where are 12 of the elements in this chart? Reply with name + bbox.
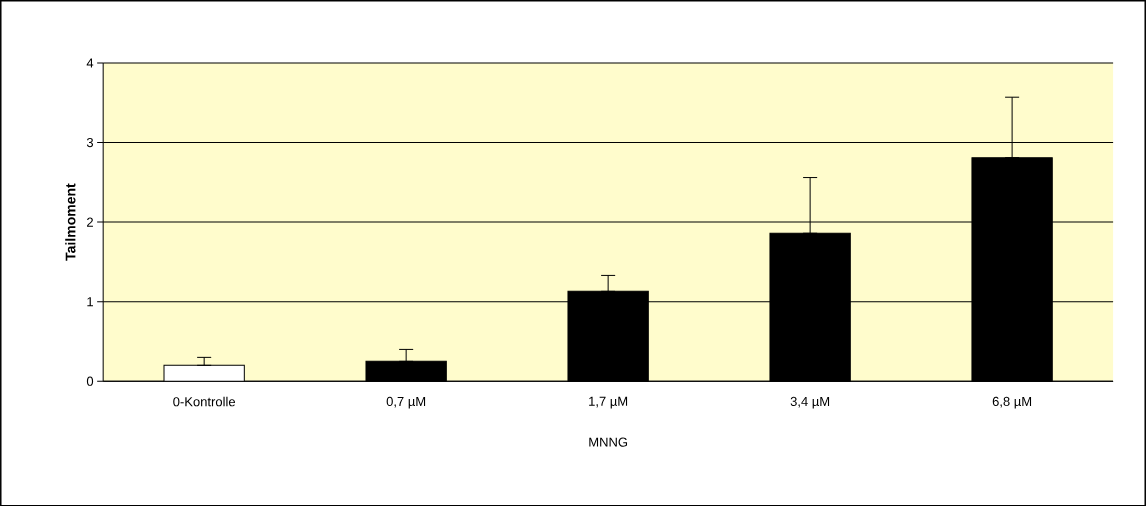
y-tick-label: 1 — [87, 296, 93, 306]
x-tick-label: 1,7 µM — [589, 396, 628, 409]
x-tick-label: 0,7 µM — [386, 396, 426, 409]
y-axis-title: Tailmoment — [65, 183, 76, 261]
x-tick-label: 6,8 µM — [992, 396, 1032, 409]
y-tick-label: 2 — [87, 217, 93, 227]
x-tick-label: 0-Kontrolle — [173, 396, 236, 407]
y-tick-label: 0 — [86, 376, 94, 386]
y-tick-label: 3 — [86, 137, 94, 147]
y-tick-label: 4 — [86, 58, 94, 68]
x-tick-label: 3,4 µM — [790, 396, 830, 409]
x-axis-title: MNNG — [589, 437, 628, 447]
